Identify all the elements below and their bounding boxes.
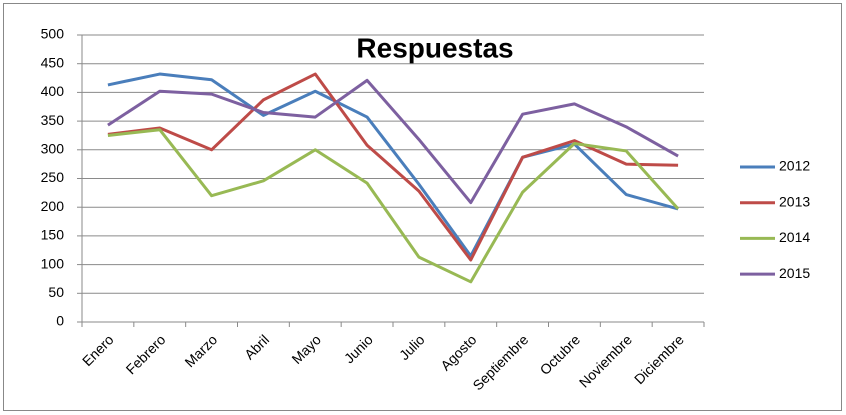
series-line <box>107 72 679 258</box>
chart-title: Respuestas <box>356 32 513 63</box>
legend-label: 2014 <box>779 229 810 245</box>
series-line <box>107 78 679 205</box>
y-tick-label: 300 <box>41 141 65 157</box>
y-tick-label: 350 <box>41 112 65 128</box>
legend-label: 2012 <box>779 158 810 174</box>
y-tick-label: 50 <box>48 284 64 300</box>
y-tick-label: 450 <box>41 54 65 70</box>
legend-label: 2015 <box>779 265 810 281</box>
y-tick-label: 400 <box>41 83 65 99</box>
y-tick-label: 150 <box>41 227 65 243</box>
series-line <box>107 128 680 284</box>
y-tick-label: 0 <box>56 313 64 329</box>
y-tick-label: 250 <box>41 169 65 185</box>
y-tick-label: 500 <box>41 26 65 42</box>
y-tick-label: 200 <box>41 198 65 214</box>
y-tick-label: 100 <box>41 255 65 271</box>
legend-label: 2013 <box>779 193 810 209</box>
